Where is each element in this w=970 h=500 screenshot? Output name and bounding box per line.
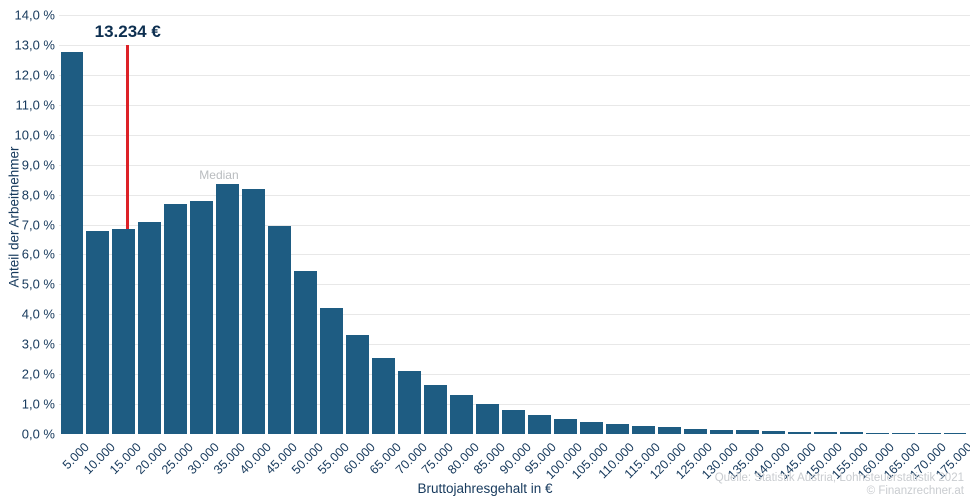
gridline — [59, 134, 970, 136]
y-tick-label: 0,0 % — [21, 426, 55, 442]
source-line-1: Quelle: Statistik Austria, Lohnsteuersta… — [714, 472, 964, 484]
bar — [527, 414, 551, 434]
bar — [268, 226, 292, 434]
bar — [943, 433, 967, 434]
bar — [138, 221, 162, 434]
y-tick-label: 4,0 % — [21, 306, 55, 322]
gridline — [59, 224, 970, 226]
bar — [605, 424, 629, 434]
gridline — [59, 284, 970, 286]
bar — [476, 404, 499, 434]
y-tick-label: 7,0 % — [21, 217, 55, 232]
x-axis-title: Bruttojahresgehalt in € — [417, 481, 553, 496]
y-tick-label: 12,0 % — [14, 67, 55, 83]
gridline — [59, 15, 970, 16]
bar — [320, 308, 344, 434]
y-tick-label: 10,0 % — [14, 127, 55, 143]
bar — [86, 230, 110, 434]
bar — [190, 200, 214, 434]
bar — [450, 395, 474, 434]
y-tick-label: 5,0 % — [21, 276, 55, 292]
bar — [891, 432, 915, 434]
bar — [60, 52, 84, 434]
gridline — [59, 314, 970, 316]
bar — [164, 203, 188, 434]
bar — [865, 432, 889, 434]
gridline — [59, 104, 970, 106]
bar — [631, 425, 655, 434]
bar — [579, 422, 603, 434]
bar — [709, 429, 733, 434]
bar — [553, 419, 577, 434]
gridline — [59, 194, 970, 196]
y-tick-label: 11,0 % — [15, 97, 55, 113]
y-tick-label: 9,0 % — [21, 157, 55, 173]
gridline — [59, 164, 970, 166]
bar — [424, 384, 448, 434]
threshold-label: 13.234 € — [94, 22, 161, 41]
y-tick-label: 1,0 % — [21, 396, 55, 412]
bar — [242, 188, 266, 434]
bar — [398, 371, 422, 434]
bar — [657, 427, 681, 434]
bar — [787, 431, 811, 434]
y-tick-label: 8,0 % — [21, 187, 55, 203]
bar — [735, 430, 759, 434]
y-tick-label: 6,0 % — [21, 246, 55, 262]
gridline — [59, 254, 970, 256]
y-tick-label: 14,0 % — [14, 7, 55, 23]
gridline — [59, 44, 970, 46]
gridline — [59, 374, 970, 376]
source-line-2: © Finanzrechner.at — [866, 485, 964, 497]
bar — [502, 410, 525, 434]
plot-area: Median — [59, 15, 970, 434]
y-tick-label: 3,0 % — [21, 336, 55, 352]
bar — [839, 432, 863, 434]
y-tick-label: 2,0 % — [21, 366, 55, 382]
bar — [372, 357, 396, 434]
gridline — [59, 404, 970, 406]
median-label: Median — [199, 168, 239, 183]
bar — [346, 335, 370, 434]
y-tick-label: 13,0 % — [14, 37, 55, 53]
bar — [683, 428, 707, 434]
gridline — [59, 344, 970, 346]
bar — [813, 431, 837, 434]
y-axis-tick-labels: 0,0 % 1,0 % 2,0 % 3,0 % 4,0 % 5,0 % 6,0 % 7,0 %… — [0, 8, 55, 442]
bar — [112, 229, 136, 434]
bar — [917, 433, 941, 434]
bar — [761, 431, 785, 434]
bar — [216, 184, 240, 434]
bar — [294, 270, 318, 434]
source-attribution: Quelle: Statistik Austria, Lohnsteuersta… — [715, 472, 964, 498]
gridline — [59, 74, 970, 76]
